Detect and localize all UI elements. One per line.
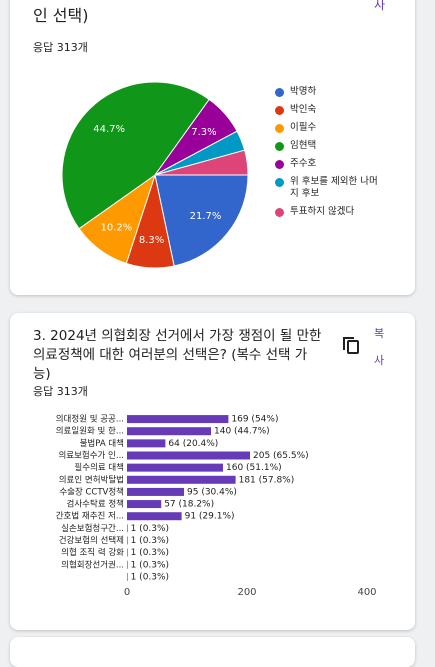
slice-label: 21.7% (190, 211, 222, 222)
question-title: 인 선택) (33, 6, 89, 25)
value-label: 1 (0.3%) (131, 560, 169, 570)
value-label: 57 (18.2%) (164, 500, 214, 510)
slice-label: 7.3% (191, 127, 216, 138)
y-tick-label: 의료보험수가 인... (58, 450, 124, 461)
legend-item: 투표하지 않겠다 (275, 206, 385, 218)
y-tick-label: 실손보험청구간... (61, 523, 124, 534)
slice-label: 8.3% (139, 235, 164, 246)
value-label: 1 (0.3%) (131, 524, 169, 534)
legend-label: 임현택 (290, 140, 317, 151)
bar (127, 415, 229, 424)
value-label: 1 (0.3%) (131, 536, 169, 546)
response-count: 응답 313개 (33, 385, 88, 398)
bar (127, 427, 211, 436)
bar (127, 512, 182, 521)
value-label: 91 (29.1%) (185, 512, 235, 522)
legend-label: 위 후보를 제외한 나머지 후보 (290, 176, 378, 199)
y-tick-label: 의료인 면허박탈법 (59, 474, 124, 485)
legend-marker (275, 105, 284, 115)
legend-label: 이필수 (290, 122, 317, 133)
value-label: 181 (57.8%) (239, 475, 295, 485)
pie-slice (154, 149, 249, 176)
copy-button[interactable]: 사 (374, 0, 386, 12)
x-tick-label: 400 (357, 587, 376, 598)
x-tick-label: 200 (237, 587, 256, 598)
bar (127, 548, 128, 557)
value-label: 140 (44.7%) (214, 427, 270, 437)
y-tick-label: 필수의료 대책 (74, 462, 124, 473)
charts: 21.7% 8.3% 10.2% 44.7% 7.3% 0 200 400 의대정원 및 공공.… (56, 81, 377, 598)
legend-label: 박명하 (290, 86, 317, 97)
x-tick-label: 0 (124, 587, 130, 598)
y-tick-label: 검사수탁료 정책 (67, 499, 124, 510)
legend-label: 박인숙 (290, 104, 317, 115)
question-title: 3. 2024년 의협회장 선거에서 가장 쟁점이 될 만한 의료정책에 대한 … (33, 328, 322, 382)
slice-label: 10.2% (101, 222, 133, 233)
legend-item: 박명하 (275, 86, 385, 98)
pie-slice (154, 174, 249, 267)
y-tick-label: 건강보험의 선택제 (59, 535, 124, 546)
copy-icon[interactable] (343, 337, 359, 354)
bar (127, 463, 223, 472)
legend-marker (275, 177, 284, 187)
value-label: 95 (30.4%) (187, 487, 237, 497)
copy-button[interactable]: 사 (374, 354, 385, 367)
legend-marker (275, 207, 284, 217)
value-label: 205 (65.5%) (253, 451, 309, 461)
legend-label: 투표하지 않겠다 (290, 206, 355, 217)
y-tick-label: 의대정원 및 공공... (56, 414, 124, 425)
legend-item: 이필수 (275, 122, 385, 134)
value-label: 169 (54%) (231, 415, 278, 425)
bar (127, 451, 250, 460)
y-tick-label: 불법PA 대책 (80, 438, 124, 449)
bar (127, 487, 184, 496)
legend-marker (275, 87, 284, 97)
y-tick-label: 의협 조직 력 강화 (61, 547, 124, 558)
legend-item: 박인숙 (275, 104, 385, 116)
value-label: 1 (0.3%) (131, 548, 169, 558)
legend-marker (275, 123, 284, 133)
value-label: 64 (20.4%) (168, 439, 218, 449)
bar (127, 524, 128, 533)
y-tick-label: 의료일원화 및 한... (56, 426, 124, 437)
bar (127, 475, 236, 484)
y-tick-label: 수술장 CCTV정책 (59, 486, 124, 497)
response-count: 응답 313개 (33, 41, 88, 54)
slice-label: 44.7% (93, 124, 125, 135)
bar (127, 500, 162, 509)
legend-marker (275, 141, 284, 151)
legend-marker (275, 159, 284, 169)
bar (127, 536, 128, 545)
pie-slice (61, 81, 210, 230)
value-label: 160 (51.1%) (226, 463, 282, 473)
value-label: 1 (0.3%) (131, 572, 169, 582)
y-tick-label: 의협회장선거권... (61, 559, 124, 570)
y-tick-label: 간호법 재추진 저... (56, 511, 124, 522)
bar (127, 439, 166, 448)
legend-label: 주수호 (290, 158, 317, 169)
page: 인 선택) 사 응답 313개 3. 2024년 의협회장 선거에서 가장 쟁점… (10, 0, 415, 667)
bar (127, 572, 128, 581)
legend-item: 주수호 (275, 158, 385, 170)
legend-item: 위 후보를 제외한 나머지 후보 (275, 176, 385, 200)
bar (127, 560, 128, 569)
legend-item: 임현택 (275, 140, 385, 152)
copy-button[interactable]: 복 (374, 327, 385, 340)
